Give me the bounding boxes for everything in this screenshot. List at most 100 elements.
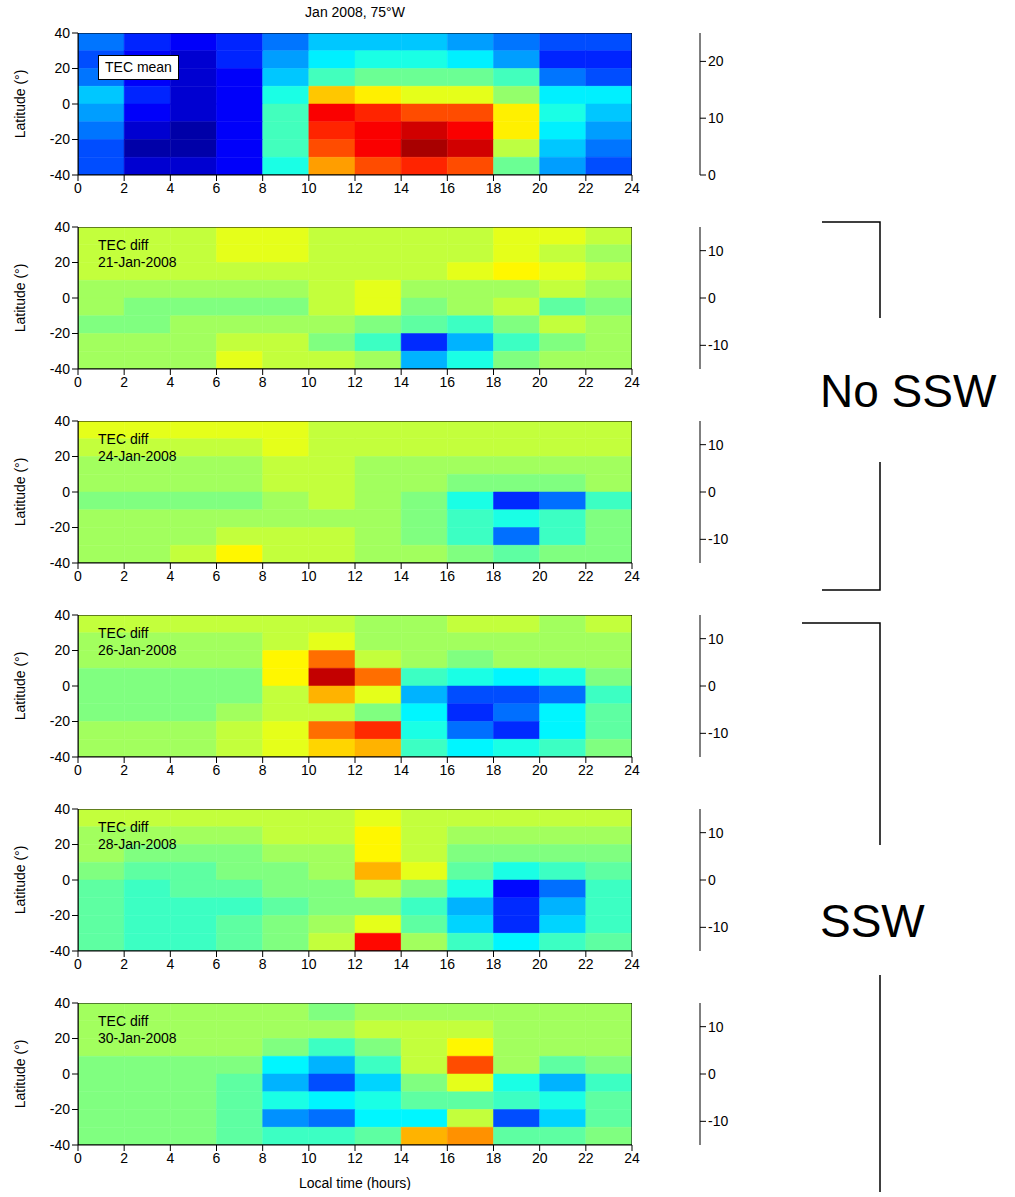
- svg-text:22: 22: [578, 180, 594, 196]
- svg-text:12: 12: [347, 180, 363, 196]
- svg-text:10: 10: [708, 631, 724, 647]
- svg-text:18: 18: [486, 762, 502, 778]
- svg-text:20: 20: [54, 642, 70, 658]
- svg-text:10: 10: [301, 956, 317, 972]
- svg-text:18: 18: [486, 374, 502, 390]
- svg-text:-10: -10: [708, 919, 728, 935]
- svg-text:-20: -20: [50, 713, 70, 729]
- svg-text:0: 0: [62, 872, 70, 888]
- svg-text:-10: -10: [708, 1113, 728, 1129]
- svg-text:Latitude (°): Latitude (°): [12, 70, 28, 139]
- svg-text:16: 16: [440, 762, 456, 778]
- svg-text:20: 20: [54, 836, 70, 852]
- svg-text:22: 22: [578, 956, 594, 972]
- svg-text:-10: -10: [708, 531, 728, 547]
- svg-text:4: 4: [166, 1150, 174, 1166]
- svg-text:10: 10: [301, 762, 317, 778]
- svg-text:14: 14: [393, 1150, 409, 1166]
- svg-text:24: 24: [624, 180, 640, 196]
- svg-text:4: 4: [166, 762, 174, 778]
- svg-text:0: 0: [62, 96, 70, 112]
- svg-text:24: 24: [624, 568, 640, 584]
- svg-text:8: 8: [259, 568, 267, 584]
- svg-text:Local time (hours): Local time (hours): [299, 1175, 411, 1190]
- svg-text:24: 24: [624, 956, 640, 972]
- svg-text:20: 20: [532, 956, 548, 972]
- svg-text:40: 40: [54, 995, 70, 1011]
- svg-text:0: 0: [62, 484, 70, 500]
- svg-text:12: 12: [347, 1150, 363, 1166]
- svg-text:10: 10: [301, 568, 317, 584]
- svg-text:0: 0: [74, 374, 82, 390]
- svg-text:-40: -40: [50, 167, 70, 183]
- svg-text:14: 14: [393, 956, 409, 972]
- svg-text:Latitude (°): Latitude (°): [12, 652, 28, 721]
- svg-text:2: 2: [120, 374, 128, 390]
- svg-text:Latitude (°): Latitude (°): [12, 264, 28, 333]
- svg-text:16: 16: [440, 1150, 456, 1166]
- svg-text:40: 40: [54, 607, 70, 623]
- svg-text:16: 16: [440, 180, 456, 196]
- svg-text:-40: -40: [50, 943, 70, 959]
- svg-text:10: 10: [301, 1150, 317, 1166]
- svg-text:18: 18: [486, 180, 502, 196]
- svg-text:24: 24: [624, 1150, 640, 1166]
- svg-text:4: 4: [166, 568, 174, 584]
- svg-text:-40: -40: [50, 1137, 70, 1153]
- svg-text:22: 22: [578, 1150, 594, 1166]
- svg-text:0: 0: [708, 290, 716, 306]
- svg-text:4: 4: [166, 180, 174, 196]
- svg-text:12: 12: [347, 568, 363, 584]
- svg-text:20: 20: [532, 762, 548, 778]
- svg-text:8: 8: [259, 374, 267, 390]
- svg-text:10: 10: [301, 374, 317, 390]
- svg-text:40: 40: [54, 413, 70, 429]
- svg-text:4: 4: [166, 374, 174, 390]
- svg-text:2: 2: [120, 1150, 128, 1166]
- svg-text:10: 10: [708, 825, 724, 841]
- svg-text:16: 16: [440, 568, 456, 584]
- svg-text:22: 22: [578, 762, 594, 778]
- svg-text:-20: -20: [50, 907, 70, 923]
- svg-text:-40: -40: [50, 361, 70, 377]
- svg-text:16: 16: [440, 956, 456, 972]
- svg-text:10: 10: [301, 180, 317, 196]
- svg-text:2: 2: [120, 956, 128, 972]
- svg-text:-40: -40: [50, 749, 70, 765]
- svg-text:Latitude (°): Latitude (°): [12, 846, 28, 915]
- svg-text:20: 20: [708, 53, 724, 69]
- svg-text:14: 14: [393, 568, 409, 584]
- svg-text:14: 14: [393, 762, 409, 778]
- svg-text:-20: -20: [50, 1101, 70, 1117]
- svg-text:20: 20: [54, 254, 70, 270]
- svg-text:14: 14: [393, 374, 409, 390]
- svg-text:14: 14: [393, 180, 409, 196]
- svg-text:10: 10: [708, 1019, 724, 1035]
- svg-text:8: 8: [259, 180, 267, 196]
- svg-text:-10: -10: [708, 725, 728, 741]
- svg-text:0: 0: [708, 678, 716, 694]
- svg-text:-10: -10: [708, 337, 728, 353]
- svg-text:20: 20: [54, 60, 70, 76]
- svg-text:40: 40: [54, 801, 70, 817]
- svg-text:22: 22: [578, 374, 594, 390]
- svg-text:20: 20: [532, 374, 548, 390]
- svg-text:2: 2: [120, 762, 128, 778]
- svg-text:22: 22: [578, 568, 594, 584]
- svg-text:0: 0: [62, 1066, 70, 1082]
- svg-text:-40: -40: [50, 555, 70, 571]
- svg-text:18: 18: [486, 568, 502, 584]
- svg-text:40: 40: [54, 219, 70, 235]
- svg-text:0: 0: [708, 1066, 716, 1082]
- svg-text:6: 6: [213, 180, 221, 196]
- svg-text:2: 2: [120, 180, 128, 196]
- svg-text:10: 10: [708, 110, 724, 126]
- svg-text:8: 8: [259, 1150, 267, 1166]
- svg-text:0: 0: [62, 290, 70, 306]
- svg-text:6: 6: [213, 1150, 221, 1166]
- svg-text:0: 0: [74, 762, 82, 778]
- svg-text:0: 0: [708, 167, 716, 183]
- svg-text:0: 0: [74, 956, 82, 972]
- svg-text:Latitude (°): Latitude (°): [12, 458, 28, 527]
- svg-text:-20: -20: [50, 519, 70, 535]
